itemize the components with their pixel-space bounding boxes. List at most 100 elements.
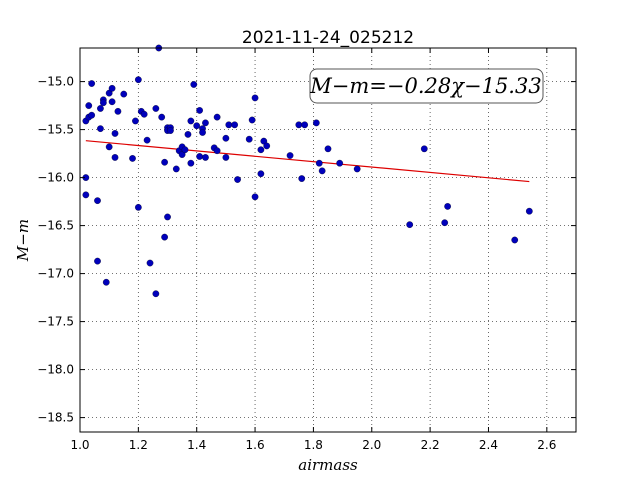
data-point	[152, 290, 160, 298]
y-axis-label: M−m	[14, 219, 32, 262]
fit-annotation: M−m=−0.28χ−15.33	[309, 68, 544, 104]
data-point	[525, 207, 533, 215]
data-point	[85, 102, 93, 109]
data-point	[108, 84, 116, 92]
y-tick-label: −16.0	[37, 171, 74, 185]
data-point	[315, 159, 323, 167]
data-point	[132, 117, 139, 125]
data-point	[406, 221, 414, 228]
data-point	[94, 197, 101, 204]
y-tick-label: −18.0	[37, 363, 74, 377]
data-point	[97, 125, 104, 132]
x-tick-label: 2.0	[362, 438, 381, 452]
data-point	[213, 147, 221, 155]
data-point	[181, 146, 189, 154]
data-point	[312, 119, 320, 127]
x-tick-label: 2.2	[421, 438, 440, 452]
data-point	[202, 154, 209, 161]
data-point	[152, 105, 160, 112]
data-point	[257, 146, 265, 154]
data-point	[318, 167, 326, 175]
y-tick-label: −17.5	[37, 315, 74, 329]
x-tick-label: 1.2	[129, 438, 148, 452]
data-point	[199, 129, 206, 136]
fit-line	[85, 140, 530, 183]
data-point	[420, 145, 428, 153]
data-point	[88, 80, 96, 87]
data-point	[97, 105, 104, 112]
data-point	[263, 142, 271, 150]
data-point	[82, 191, 90, 199]
data-point	[114, 108, 122, 115]
data-point	[135, 76, 142, 84]
data-point	[187, 117, 195, 125]
data-point	[164, 213, 171, 221]
data-point	[140, 110, 148, 118]
data-point	[251, 193, 259, 201]
x-tick-label: 2.4	[479, 438, 498, 452]
x-tick-label: 1.0	[70, 438, 89, 452]
plot-frame	[79, 47, 577, 433]
data-point	[135, 204, 142, 211]
x-tick-label: 2.6	[537, 438, 556, 452]
data-point	[213, 113, 221, 121]
data-point	[353, 165, 361, 173]
y-tick-label: −18.5	[37, 411, 74, 425]
data-point	[196, 153, 203, 160]
data-point	[336, 159, 344, 167]
data-point	[202, 119, 209, 127]
data-point	[196, 107, 203, 114]
data-point	[441, 219, 449, 227]
data-point	[231, 121, 238, 129]
data-point	[161, 233, 168, 241]
data-point	[105, 143, 113, 151]
fit-line-layer	[85, 140, 530, 183]
data-point	[190, 81, 198, 88]
data-point	[298, 175, 306, 182]
data-point	[167, 127, 174, 134]
data-point	[301, 121, 309, 129]
data-point	[88, 111, 96, 119]
data-point	[187, 159, 195, 167]
x-tick-label: 1.4	[187, 438, 206, 452]
x-tick-label: 1.8	[304, 438, 323, 452]
annotation-text: M−m=−0.28χ−15.33	[309, 74, 541, 98]
chart-title: 2021-11-24_025212	[242, 28, 414, 48]
data-point	[257, 170, 265, 178]
data-points	[82, 44, 533, 298]
data-point	[94, 257, 101, 265]
data-point	[286, 152, 294, 159]
data-point	[172, 165, 180, 173]
data-point	[102, 278, 110, 286]
y-tick-label: −15.0	[37, 75, 74, 89]
data-point	[120, 90, 128, 98]
data-point	[158, 113, 166, 121]
data-point	[222, 134, 230, 142]
y-tick-label: −17.0	[37, 267, 74, 281]
annotation-box	[309, 68, 544, 104]
y-tick-label: −16.5	[37, 219, 74, 233]
data-point	[146, 259, 154, 267]
data-point	[511, 236, 519, 244]
data-point	[324, 145, 332, 153]
y-tick-label: −15.5	[37, 123, 74, 137]
data-point	[234, 176, 241, 183]
data-point	[225, 121, 233, 129]
x-axis-label: airmass	[298, 456, 358, 474]
data-point	[184, 131, 192, 138]
data-point	[193, 122, 201, 130]
data-point	[161, 158, 168, 166]
axis-ticks: 1.0 1.2 1.4 1.6 1.8 2.0 2.2 2.4 2.6 −15.0 −15.5 −16…	[37, 48, 576, 452]
data-point	[129, 155, 136, 162]
data-point	[99, 99, 107, 107]
data-point	[295, 121, 303, 129]
data-point	[111, 130, 119, 137]
data-point	[245, 135, 253, 143]
data-point	[251, 94, 259, 102]
data-point	[143, 136, 151, 144]
data-point	[444, 203, 451, 210]
data-point	[108, 98, 116, 106]
x-tick-label: 1.6	[246, 438, 265, 452]
data-point	[111, 154, 119, 161]
data-point	[248, 116, 256, 124]
